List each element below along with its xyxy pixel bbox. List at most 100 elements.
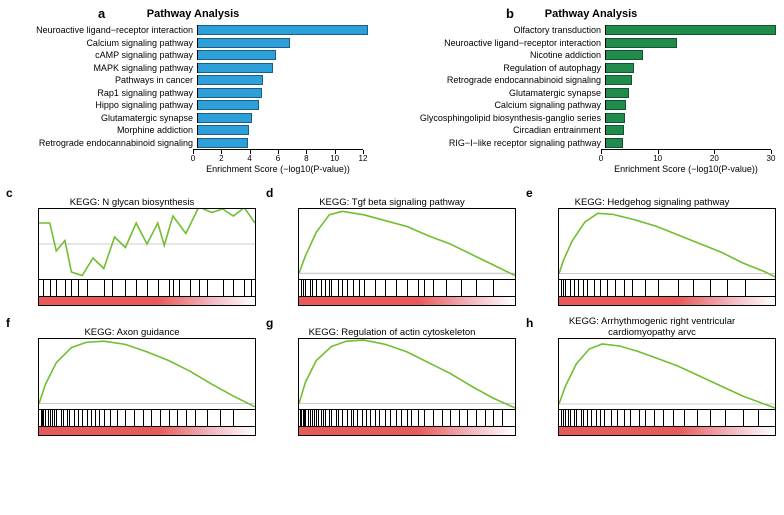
bar-row: Pathways in cancer xyxy=(8,74,378,87)
bar-label: Circadian entrainment xyxy=(406,125,605,135)
gsea-es-plot: Enrichment score (ES)00.20.40.6 xyxy=(558,338,776,410)
gsea-gradient xyxy=(558,297,776,306)
bar-fill xyxy=(606,38,677,48)
gsea-title: KEGG: Axon guidance xyxy=(8,316,256,338)
bar-fill xyxy=(606,138,623,148)
bar-fill xyxy=(606,113,625,123)
x-tick-label: 4 xyxy=(247,154,251,163)
bar-fill xyxy=(198,63,273,73)
bar-fill xyxy=(198,38,290,48)
bar-row: Glycosphingolipid biosynthesis-ganglio s… xyxy=(406,112,776,125)
bar-fill xyxy=(606,75,632,85)
es-line xyxy=(39,209,255,276)
x-tick-label: 12 xyxy=(359,154,368,163)
bar-row: Neuroactive ligand−receptor interaction xyxy=(406,37,776,50)
bar-row: Olfactory transduction xyxy=(406,24,776,37)
gsea-gradient xyxy=(38,297,256,306)
bar-label: MAPK signaling pathway xyxy=(8,63,197,73)
bar-fill xyxy=(198,138,248,148)
bar-row: Nicotine addiction xyxy=(406,49,776,62)
panel-letter: a xyxy=(98,6,105,21)
bar-row: Rap1 signaling pathway xyxy=(8,87,378,100)
bar-row: cAMP signaling pathway xyxy=(8,49,378,62)
gsea-rug xyxy=(558,410,776,427)
bar-label: Rap1 signaling pathway xyxy=(8,88,197,98)
gsea-panel: hKEGG: Arrhythmogenic right ventricular … xyxy=(528,316,776,436)
bar-fill xyxy=(606,25,776,35)
gsea-es-plot: Enrichment score (ES)0.050.250.45 xyxy=(38,338,256,410)
x-tick-label: 0 xyxy=(599,154,603,163)
bar-label: Pathways in cancer xyxy=(8,75,197,85)
bar-fill xyxy=(606,63,634,73)
panel-letter: f xyxy=(6,316,10,330)
bar-label: Neuroactive ligand−receptor interaction xyxy=(8,25,197,35)
gsea-gradient xyxy=(558,427,776,436)
bar-fill xyxy=(606,100,626,110)
gsea-panel: cKEGG: N glycan biosynthesisEnrichment s… xyxy=(8,186,256,306)
es-line xyxy=(559,344,775,408)
gsea-title: KEGG: Tgf beta signaling pathway xyxy=(268,186,516,208)
bar-fill xyxy=(606,88,629,98)
panel-letter: e xyxy=(526,186,533,200)
bar-fill xyxy=(198,25,368,35)
gsea-panel: eKEGG: Hedgehog signaling pathwayEnrichm… xyxy=(528,186,776,306)
panel-letter: h xyxy=(526,316,533,330)
gsea-gradient xyxy=(38,427,256,436)
gsea-panel: dKEGG: Tgf beta signaling pathwayEnrichm… xyxy=(268,186,516,306)
bar-row: Regulation of autophagy xyxy=(406,62,776,75)
bar-row: MAPK signaling pathway xyxy=(8,62,378,75)
bar-row: Morphine addiction xyxy=(8,124,378,137)
bar-row: Hippo signaling pathway xyxy=(8,99,378,112)
es-line xyxy=(299,211,515,275)
panel-letter: d xyxy=(266,186,273,200)
bar-fill xyxy=(198,125,249,135)
bar-row: Glutamatergic synapse xyxy=(8,112,378,125)
bar-label: Morphine addiction xyxy=(8,125,197,135)
bar-row: RIG−I−like receptor signaling pathway xyxy=(406,137,776,150)
gsea-rug xyxy=(38,280,256,297)
bar-row: Retrograde endocannabinoid signaling xyxy=(406,74,776,87)
x-axis-title: Enrichment Score (−log10(P-value)) xyxy=(193,164,363,174)
es-line xyxy=(299,340,515,408)
x-tick-label: 0 xyxy=(191,154,195,163)
x-axis-title: Enrichment Score (−log10(P-value)) xyxy=(601,164,771,174)
bar-label: Nicotine addiction xyxy=(406,50,605,60)
bar-label: Calcium signaling pathway xyxy=(8,38,197,48)
bar-label: Glutamatergic synapse xyxy=(406,88,605,98)
gsea-title: KEGG: Regulation of actin cytoskeleton xyxy=(268,316,516,338)
gsea-es-plot: Enrichment score (ES)0.050.250.45 xyxy=(558,208,776,280)
bar-label: cAMP signaling pathway xyxy=(8,50,197,60)
x-tick-label: 8 xyxy=(304,154,308,163)
bar-row: Circadian entrainment xyxy=(406,124,776,137)
bar-label: RIG−I−like receptor signaling pathway xyxy=(406,138,605,148)
gsea-es-plot: Enrichment score (ES)-0.0500.05 xyxy=(38,208,256,280)
gsea-gradient xyxy=(298,297,516,306)
panel-letter: b xyxy=(506,6,514,21)
bar-label: Olfactory transduction xyxy=(406,25,605,35)
bar-label: Hippo signaling pathway xyxy=(8,100,197,110)
bar-fill xyxy=(606,125,624,135)
bar-label: Calcium signaling pathway xyxy=(406,100,605,110)
bar-fill xyxy=(198,75,263,85)
bar-row: Retrograde endocannabinoid signaling xyxy=(8,137,378,150)
x-tick-label: 10 xyxy=(330,154,339,163)
bar-label: Glutamatergic synapse xyxy=(8,113,197,123)
gsea-title: KEGG: Arrhythmogenic right ventricular c… xyxy=(528,316,776,338)
bar-chart-title: Pathway Analysis xyxy=(406,8,776,20)
bar-row: Glutamatergic synapse xyxy=(406,87,776,100)
gsea-title: KEGG: N glycan biosynthesis xyxy=(8,186,256,208)
bar-fill xyxy=(198,50,276,60)
bar-label: Glycosphingolipid biosynthesis-ganglio s… xyxy=(406,113,605,123)
gsea-gradient xyxy=(298,427,516,436)
bar-fill xyxy=(198,100,259,110)
gsea-rug xyxy=(298,280,516,297)
bar-row: Calcium signaling pathway xyxy=(406,99,776,112)
bar-label: Neuroactive ligand−receptor interaction xyxy=(406,38,605,48)
x-tick-label: 6 xyxy=(276,154,280,163)
x-tick-label: 30 xyxy=(767,154,776,163)
x-tick-label: 10 xyxy=(653,154,662,163)
bar-fill xyxy=(198,113,252,123)
bar-chart-title: Pathway Analysis xyxy=(8,8,378,20)
bar-row: Calcium signaling pathway xyxy=(8,37,378,50)
gsea-panel: gKEGG: Regulation of actin cytoskeletonE… xyxy=(268,316,516,436)
